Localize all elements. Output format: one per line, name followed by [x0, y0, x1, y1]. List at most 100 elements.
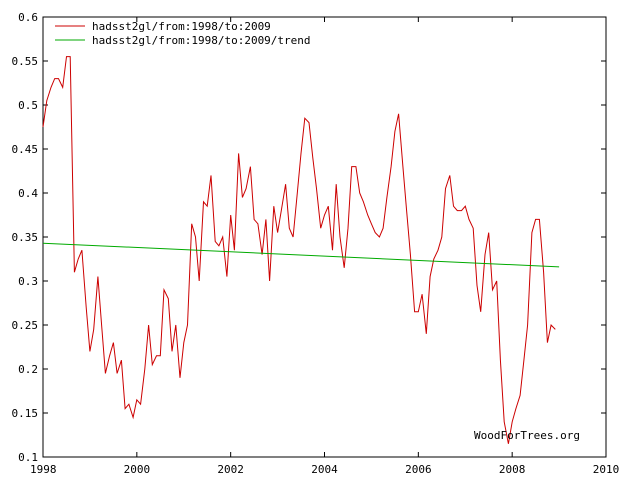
series-0-point: [336, 184, 337, 185]
series-0-point: [430, 276, 431, 277]
series-line-1: [42, 242, 560, 268]
y-tick-label: 0.2: [18, 363, 38, 376]
series-0-point: [512, 421, 513, 422]
series-0-point: [78, 259, 79, 260]
series-0-point: [449, 175, 450, 176]
y-tick-label: 0.45: [12, 143, 39, 156]
series-0-point: [180, 377, 181, 378]
series-0-point: [43, 127, 44, 128]
x-tick-label: 2002: [217, 463, 244, 476]
series-0-point: [273, 206, 274, 207]
series-0-point: [379, 237, 380, 238]
series-0-point: [344, 267, 345, 268]
series-0-point: [547, 342, 548, 343]
series-0-point: [54, 78, 55, 79]
series-0-point: [81, 250, 82, 251]
series-0-point: [520, 395, 521, 396]
series-0-point: [418, 311, 419, 312]
series-0-point: [293, 237, 294, 238]
series-0-point: [320, 228, 321, 229]
series-0-point: [383, 228, 384, 229]
series-0-point: [86, 307, 87, 308]
series-0-point: [144, 369, 145, 370]
series-0-point: [465, 206, 466, 207]
series-0-point: [97, 276, 98, 277]
y-tick-label: 0.5: [18, 99, 38, 112]
series-0-point: [277, 232, 278, 233]
series-0-point: [398, 113, 399, 114]
series-layer: [42, 56, 560, 444]
legend-label-1: hadsst2gl/from:1998/to:2009/trend: [92, 34, 311, 47]
x-tick-label: 2004: [311, 463, 338, 476]
series-0-point: [504, 421, 505, 422]
series-0-point: [203, 201, 204, 202]
series-0-point: [128, 404, 129, 405]
series-0-point: [281, 210, 282, 211]
series-0-point: [101, 325, 102, 326]
series-0-point: [469, 219, 470, 220]
series-0-point: [254, 219, 255, 220]
series-0-point: [218, 245, 219, 246]
series-0-point: [496, 281, 497, 282]
series-0-point: [160, 355, 161, 356]
series-0-point: [316, 188, 317, 189]
series-0-point: [168, 298, 169, 299]
series-0-point: [438, 250, 439, 251]
series-0-point: [422, 294, 423, 295]
series-0-point: [406, 210, 407, 211]
series-0-point: [51, 87, 52, 88]
series-0-point: [70, 56, 71, 57]
series-0-point: [328, 206, 329, 207]
series-0-point: [226, 276, 227, 277]
series-0-point: [172, 351, 173, 352]
series-0-point: [535, 219, 536, 220]
series-0-point: [477, 285, 478, 286]
series-0-point: [555, 329, 556, 330]
series-1-point: [559, 266, 560, 267]
x-tick-label: 2000: [124, 463, 151, 476]
series-0-point: [445, 188, 446, 189]
series-0-point: [257, 223, 258, 224]
series-0-point: [66, 56, 67, 57]
series-0-point: [195, 237, 196, 238]
series-0-point: [433, 259, 434, 260]
series-0-point: [473, 228, 474, 229]
series-0-point: [105, 373, 106, 374]
series-0-point: [133, 417, 134, 418]
x-tick-label: 2008: [499, 463, 526, 476]
series-0-point: [262, 254, 263, 255]
series-0-point: [348, 228, 349, 229]
series-0-point: [523, 360, 524, 361]
series-line-0: [42, 56, 556, 444]
x-tick-label: 2006: [405, 463, 432, 476]
series-0-point: [289, 228, 290, 229]
y-tick-label: 0.1: [18, 451, 38, 464]
series-0-point: [211, 175, 212, 176]
series-0-point: [324, 215, 325, 216]
series-0-point: [113, 342, 114, 343]
y-axis: 0.1 0.15 0.2 0.25 0.3 0.35 0.4 0.45 0.5 0.55 0.6: [12, 11, 606, 464]
series-0-point: [355, 166, 356, 167]
series-0-point: [457, 210, 458, 211]
legend-label-0: hadsst2gl/from:1998/to:2009: [92, 20, 271, 33]
series-0-point: [480, 311, 481, 312]
plot-frame: [42, 16, 607, 458]
series-0-point: [164, 289, 165, 290]
series-0-point: [543, 272, 544, 273]
series-0-point: [191, 223, 192, 224]
series-0-point: [140, 404, 141, 405]
series-0-point: [371, 223, 372, 224]
series-0-point: [367, 215, 368, 216]
series-0-point: [301, 153, 302, 154]
series-0-point: [109, 355, 110, 356]
series-0-point: [152, 364, 153, 365]
series-0-point: [250, 166, 251, 167]
series-0-point: [453, 206, 454, 207]
series-0-point: [492, 289, 493, 290]
series-0-point: [156, 355, 157, 356]
y-tick-label: 0.25: [12, 319, 39, 332]
series-0-point: [363, 201, 364, 202]
y-tick-label: 0.35: [12, 231, 39, 244]
series-0-point: [500, 360, 501, 361]
